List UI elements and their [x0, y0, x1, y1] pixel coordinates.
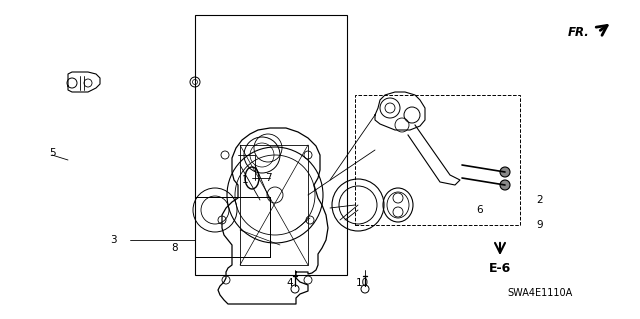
- Text: 1: 1: [242, 175, 248, 185]
- Text: 5: 5: [49, 148, 55, 158]
- Bar: [195, 15, 347, 275]
- Bar: [195, 197, 270, 257]
- Text: E-6: E-6: [489, 262, 511, 275]
- Bar: [355, 95, 520, 225]
- Text: 3: 3: [109, 235, 116, 245]
- Text: 6: 6: [477, 205, 483, 215]
- Text: 10: 10: [355, 278, 369, 288]
- Text: FR.: FR.: [568, 26, 590, 39]
- Text: SWA4E1110A: SWA4E1110A: [508, 288, 573, 298]
- Text: 4: 4: [287, 278, 293, 288]
- Text: 2: 2: [537, 195, 543, 205]
- Circle shape: [500, 180, 510, 190]
- Bar: [195, 197, 270, 257]
- Text: 7: 7: [265, 173, 271, 183]
- Circle shape: [500, 167, 510, 177]
- Text: 8: 8: [172, 243, 179, 253]
- Text: 9: 9: [537, 220, 543, 230]
